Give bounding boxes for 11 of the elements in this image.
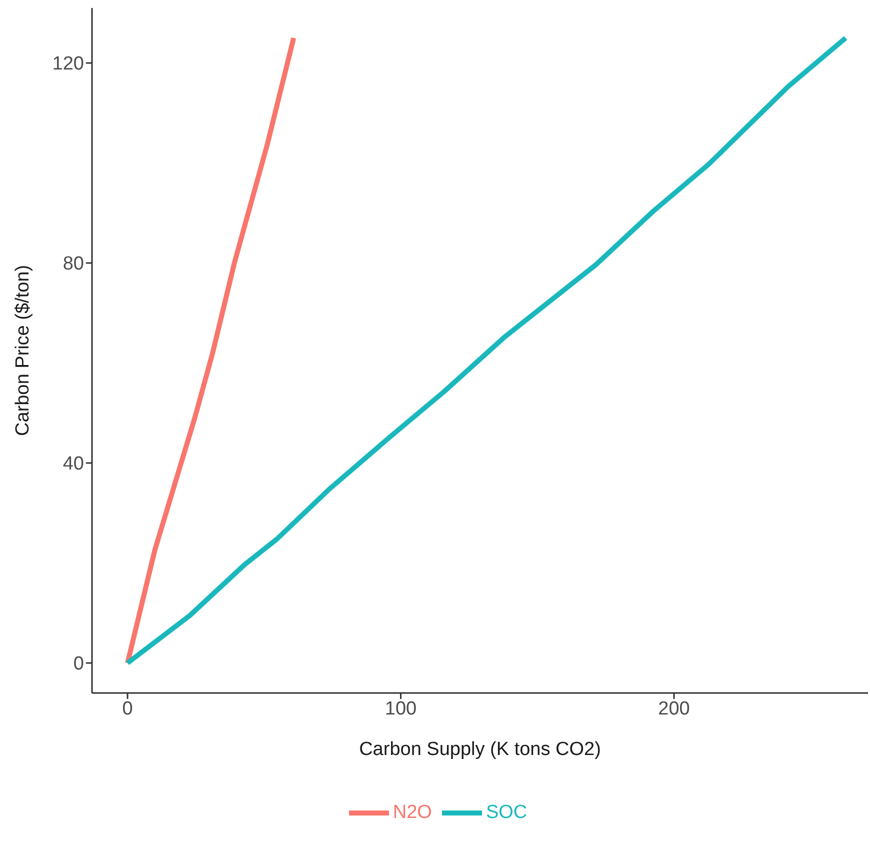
x-axis-title: Carbon Supply (K tons CO2) [359, 739, 601, 760]
y-tick-label: 80 [62, 254, 84, 275]
legend-label: SOC [486, 802, 528, 824]
y-tick-label: 40 [62, 454, 84, 475]
x-tick-label: 200 [658, 698, 690, 720]
x-tick-label: 100 [384, 698, 417, 720]
y-tick-label: 120 [52, 54, 84, 75]
legend-label: N2O [392, 802, 432, 824]
y-axis-title: Carbon Price ($/ton) [12, 264, 34, 436]
x-tick-label: 0 [122, 698, 133, 720]
y-tick-label: 0 [73, 654, 84, 675]
